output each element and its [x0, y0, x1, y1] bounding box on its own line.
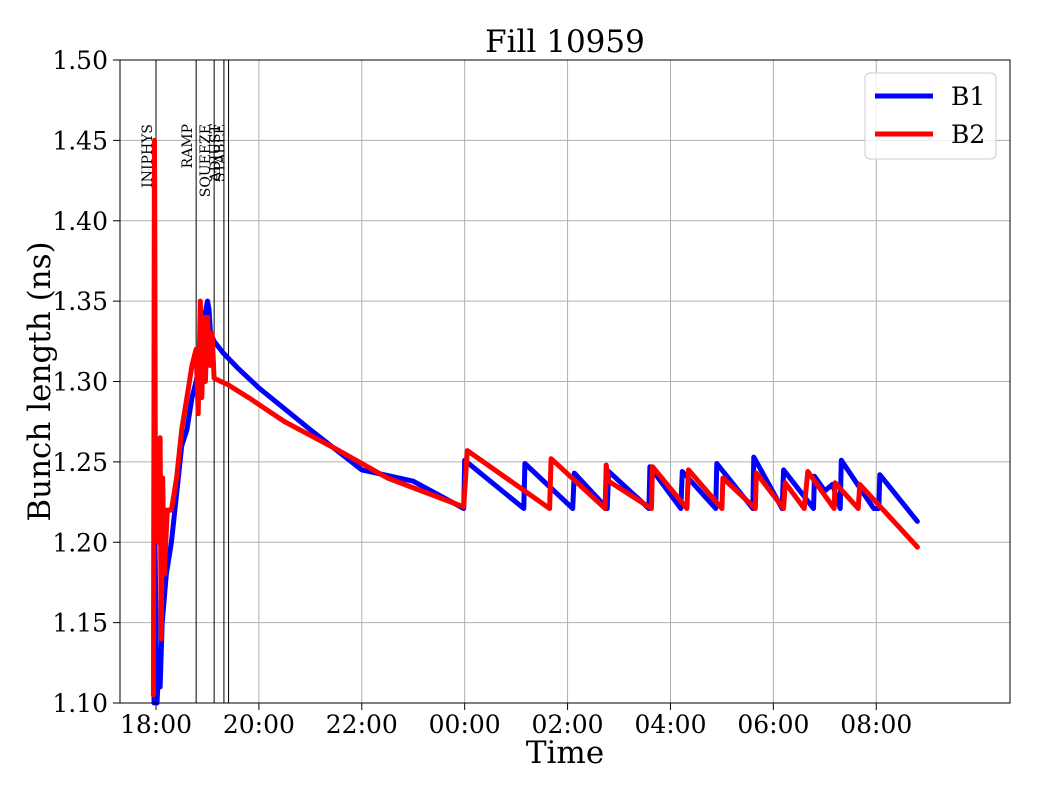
y-tick-label: 1.10 — [52, 689, 108, 718]
y-tick-label: 1.35 — [52, 287, 108, 316]
x-tick-label: 20:00 — [223, 710, 295, 739]
phase-label: RAMP — [180, 124, 196, 168]
y-tick-label: 1.15 — [52, 609, 108, 638]
chart-title: Fill 10959 — [485, 24, 645, 60]
x-tick-label: 08:00 — [840, 710, 912, 739]
x-tick-label: 22:00 — [326, 710, 398, 739]
x-axis-label: Time — [526, 735, 604, 771]
y-tick-label: 1.40 — [52, 207, 108, 236]
phase-label: ADJUST — [208, 123, 224, 182]
x-tick-label: 18:00 — [120, 710, 192, 739]
x-tick-label: 00:00 — [429, 710, 501, 739]
y-tick-label: 1.30 — [52, 368, 108, 397]
x-tick-label: 02:00 — [532, 710, 604, 739]
legend-label-b2: B2 — [951, 120, 985, 149]
y-axis-label: Bunch length (ns) — [22, 241, 58, 521]
series-line-b2 — [150, 137, 920, 698]
legend-label-b1: B1 — [951, 82, 985, 111]
x-tick-label: 06:00 — [737, 710, 809, 739]
y-tick-label: 1.45 — [52, 126, 108, 155]
y-tick-label: 1.50 — [52, 46, 108, 75]
y-tick-label: 1.25 — [52, 448, 108, 477]
phase-label: STABLE — [213, 124, 229, 182]
x-tick-label: 04:00 — [634, 710, 706, 739]
y-tick-label: 1.20 — [52, 528, 108, 557]
series-lines — [150, 137, 920, 706]
phase-label: SQUEEZE — [198, 124, 214, 197]
axis-ticks: 18:00 20:00 22:00 00:00 02:00 04:00 06:00 08:00… — [52, 46, 912, 739]
